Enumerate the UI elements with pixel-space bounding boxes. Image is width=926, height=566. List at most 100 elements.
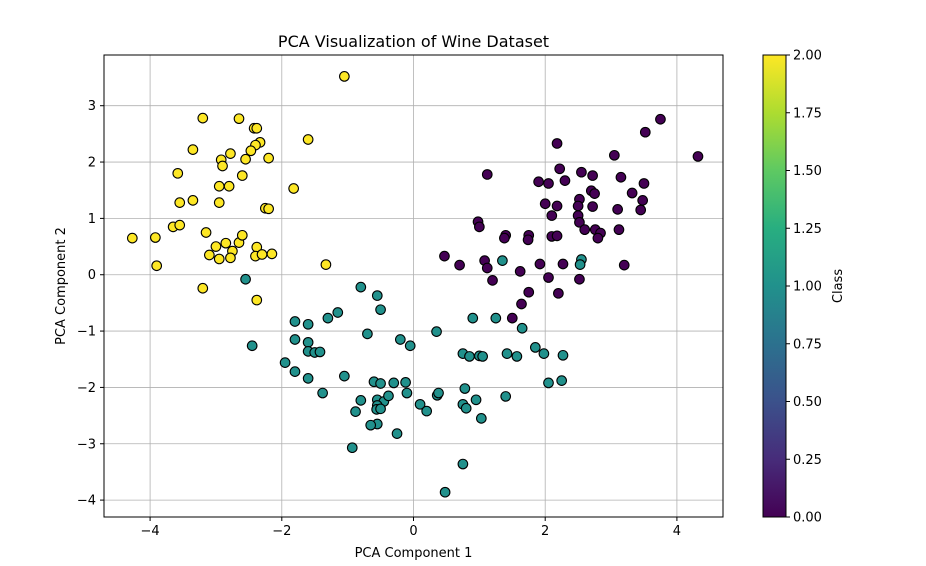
data-point-class-1 (511, 351, 523, 362)
data-point-class-1 (574, 259, 586, 270)
data-point-class-0 (439, 250, 450, 262)
y-tick-label: −2 (77, 381, 96, 396)
data-point-class-0 (618, 259, 630, 271)
data-point-class-1 (302, 318, 314, 330)
data-point-class-2 (225, 148, 236, 159)
data-point-class-0 (587, 170, 598, 181)
data-point-class-1 (346, 442, 358, 454)
colorbar-tick-label: 1.75 (793, 106, 822, 121)
data-point-class-1 (375, 304, 386, 316)
data-point-class-0 (533, 176, 544, 188)
y-tick-label: −1 (77, 325, 96, 340)
data-point-class-1 (421, 405, 433, 417)
data-point-class-1 (464, 351, 475, 362)
colorbar-label: Class (831, 269, 846, 303)
data-point-class-1 (497, 255, 508, 266)
data-point-class-0 (579, 224, 591, 236)
data-point-class-2 (339, 71, 350, 82)
data-point-class-2 (256, 249, 268, 260)
x-tick-label: 2 (541, 524, 549, 539)
data-point-class-2 (320, 259, 332, 270)
data-point-class-2 (213, 253, 225, 265)
data-point-class-2 (174, 197, 186, 208)
x-axis-label: PCA Component 1 (355, 546, 473, 561)
data-point-class-2 (172, 167, 184, 179)
data-point-class-0 (516, 298, 527, 310)
data-point-class-0 (572, 200, 584, 212)
y-axis: −4 −3 −2 −1 0 1 2 3 (77, 99, 104, 509)
data-point-class-0 (638, 178, 650, 189)
data-point-class-1 (371, 290, 383, 301)
data-point-class-1 (362, 328, 373, 340)
data-point-class-1 (467, 312, 479, 324)
data-point-class-0 (613, 224, 625, 236)
data-point-class-1 (475, 413, 487, 424)
data-point-class-2 (197, 282, 209, 294)
data-point-class-2 (288, 183, 300, 194)
data-point-class-1 (516, 322, 528, 334)
y-tick-label: 2 (88, 156, 96, 171)
colorbar-tick-label: 1.25 (793, 222, 822, 237)
data-point-class-2 (187, 144, 199, 156)
y-axis-label: PCA Component 2 (54, 227, 69, 345)
y-tick-label: −4 (77, 494, 96, 509)
data-point-class-0 (637, 195, 649, 206)
data-point-class-0 (454, 259, 465, 271)
data-point-class-0 (543, 272, 554, 283)
data-point-class-0 (635, 204, 647, 216)
data-point-class-0 (574, 216, 585, 228)
data-point-class-2 (217, 160, 228, 172)
data-point-class-2 (236, 170, 248, 181)
data-point-class-0 (534, 258, 546, 270)
data-point-class-2 (251, 122, 263, 134)
data-point-class-1 (457, 458, 469, 470)
colorbar-tick-label: 1.00 (793, 280, 822, 295)
colorbar-tick-label: 1.50 (793, 164, 822, 179)
data-point-class-1 (501, 348, 513, 359)
data-point-class-2 (245, 145, 257, 157)
data-point-class-0 (639, 126, 651, 138)
colorbar-tick-label: 0.50 (793, 395, 822, 410)
data-point-class-1 (439, 486, 451, 498)
data-point-class-1 (460, 402, 472, 414)
data-point-class-1 (246, 340, 258, 352)
data-point-class-1 (375, 403, 386, 415)
data-point-class-1 (404, 340, 416, 352)
data-point-class-2 (213, 197, 225, 208)
data-point-class-0 (551, 138, 563, 149)
data-point-class-0 (692, 151, 704, 162)
colorbar (762, 54, 787, 518)
data-point-class-1 (477, 351, 488, 362)
data-point-class-1 (289, 316, 301, 327)
data-point-class-1 (470, 394, 482, 406)
x-tick-label: 4 (673, 524, 681, 539)
data-point-class-2 (225, 252, 236, 264)
data-point-class-2 (223, 180, 235, 192)
data-point-class-1 (317, 387, 328, 399)
grid (104, 55, 723, 517)
data-point-class-0 (615, 171, 627, 183)
data-point-class-1 (314, 346, 326, 358)
data-point-class-0 (553, 287, 564, 299)
y-tick-label: 0 (88, 268, 96, 283)
data-point-class-0 (543, 178, 554, 189)
data-point-class-1 (350, 406, 361, 417)
colorbar-tick-label: 2.00 (793, 49, 822, 64)
data-point-class-2 (220, 237, 232, 249)
data-point-class-2 (187, 195, 199, 206)
data-point-class-2 (150, 232, 161, 243)
data-point-class-1 (556, 375, 568, 387)
data-point-class-0 (559, 175, 571, 186)
data-point-class-0 (587, 201, 598, 212)
data-point-class-1 (433, 387, 444, 399)
data-point-class-0 (592, 232, 604, 244)
colorbar-tick-label: 0.75 (793, 337, 822, 352)
data-point-class-0 (557, 258, 569, 270)
data-point-class-1 (383, 390, 394, 402)
data-point-class-0 (589, 188, 600, 199)
data-point-class-1 (365, 419, 377, 431)
data-point-class-1 (500, 391, 512, 402)
data-point-class-2 (302, 134, 314, 145)
data-point-class-0 (612, 204, 623, 215)
data-point-class-0 (576, 166, 587, 178)
